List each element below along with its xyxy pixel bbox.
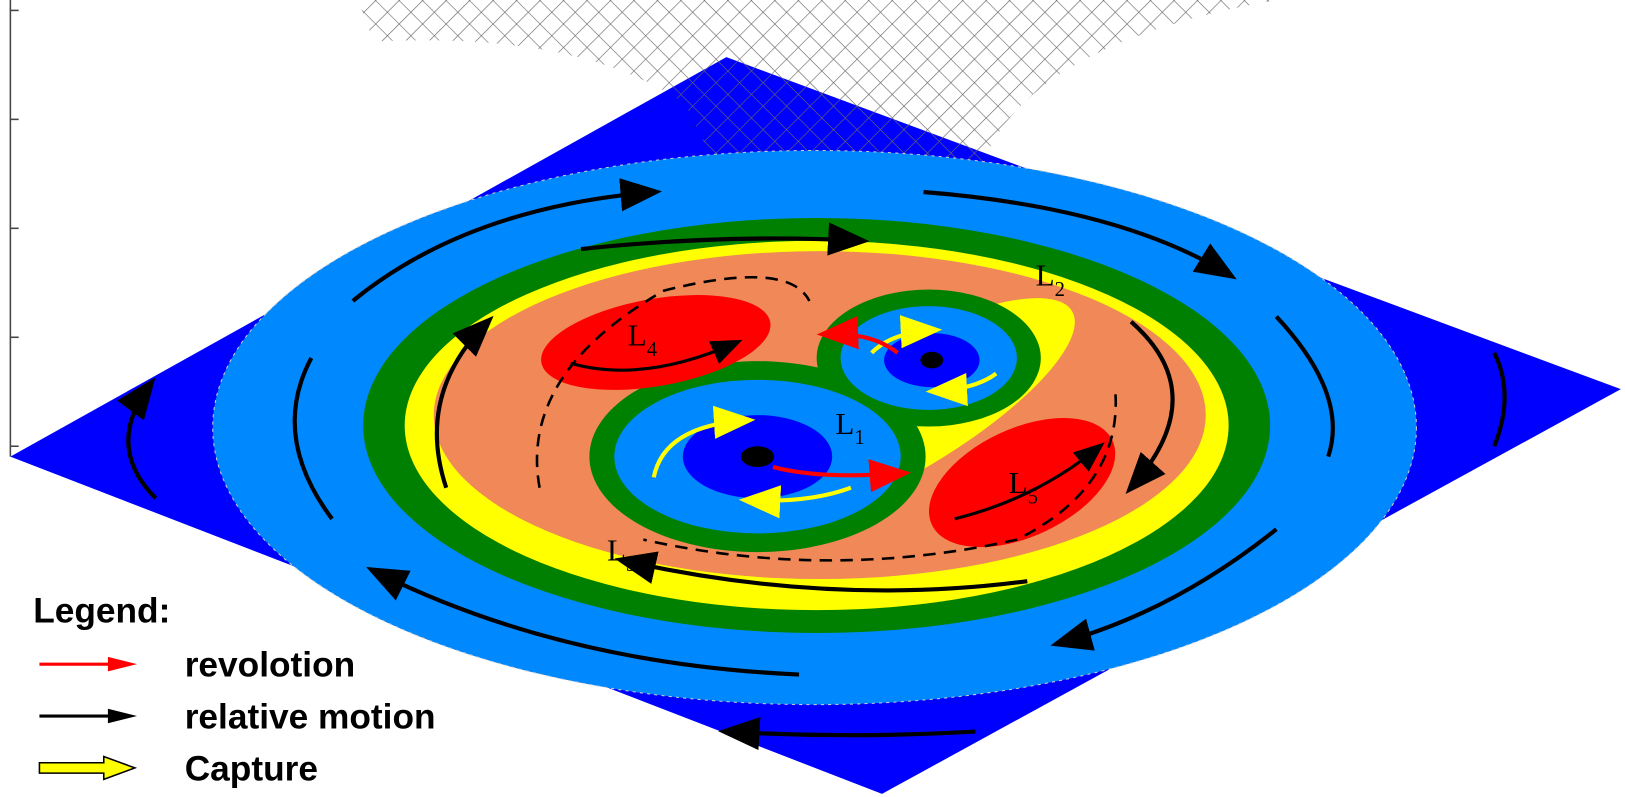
legend-swatch [108,709,137,724]
legend-title: Legend: [33,592,170,631]
body [741,446,774,467]
legend-swatch [108,657,137,672]
axis [10,0,18,457]
legend-label: relative motion [185,697,436,736]
diagram: L1 L2 L3 L4 L5 Legend: revolotionrelativ… [0,0,1625,797]
legend-label: revolotion [185,646,355,685]
legend-label: Capture [185,749,318,788]
legend-swatch [39,756,134,779]
legend: Legend: revolotion relative motion Capture [33,592,435,789]
body [920,352,943,369]
